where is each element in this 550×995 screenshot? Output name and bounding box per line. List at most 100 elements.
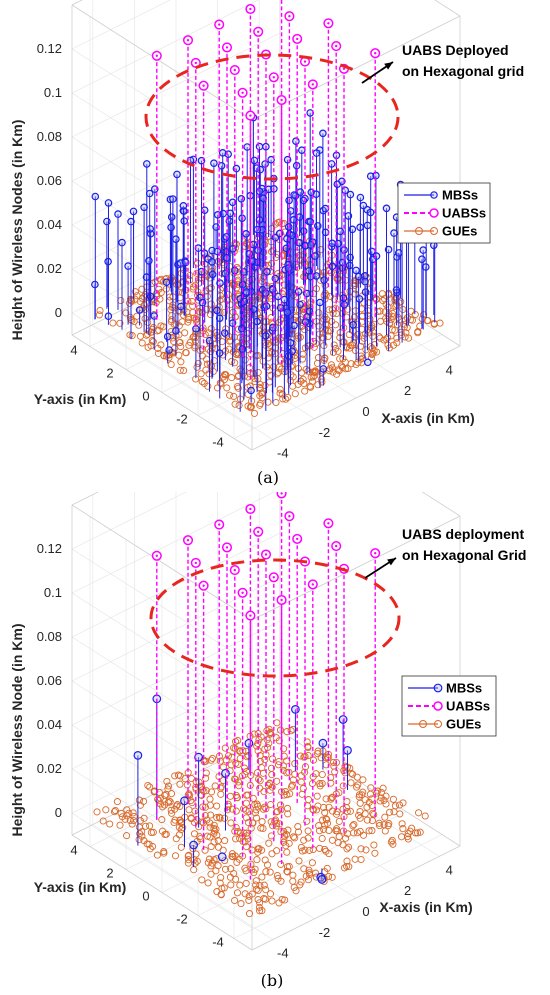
gue-point bbox=[268, 783, 276, 791]
gue-point bbox=[232, 835, 240, 843]
gue-point bbox=[116, 319, 124, 327]
gue-point bbox=[219, 776, 227, 784]
uabs-marker-dot bbox=[280, 492, 283, 495]
gue-point bbox=[272, 220, 280, 228]
y-tick-label: -4 bbox=[212, 435, 224, 450]
gue-point bbox=[187, 815, 195, 823]
mbs-marker bbox=[284, 264, 293, 272]
gue-point bbox=[335, 789, 343, 797]
gue-point bbox=[131, 288, 139, 296]
gue-point bbox=[126, 817, 134, 825]
gue-point bbox=[389, 313, 397, 321]
uabs-marker-dot bbox=[218, 23, 221, 26]
uabs-marker-dot bbox=[311, 583, 314, 586]
gue-point bbox=[295, 857, 303, 865]
gue-point bbox=[234, 349, 242, 357]
gue-point bbox=[214, 333, 222, 342]
gue-point bbox=[163, 777, 171, 785]
gue-point bbox=[315, 309, 323, 317]
gue-point bbox=[136, 332, 144, 340]
gue-point bbox=[351, 281, 359, 289]
gue-point bbox=[258, 818, 266, 826]
mbs-marker bbox=[208, 257, 216, 266]
gue-point bbox=[176, 366, 184, 374]
gue-point bbox=[190, 333, 198, 341]
gue-point bbox=[264, 284, 272, 292]
gue-point bbox=[285, 839, 293, 847]
gue-point bbox=[128, 820, 136, 828]
gue-point bbox=[368, 795, 376, 803]
gue-point bbox=[370, 810, 378, 819]
mbs-marker bbox=[245, 250, 254, 258]
mbs-marker bbox=[247, 386, 255, 395]
uabs-marker-dot bbox=[202, 84, 205, 87]
gue-point bbox=[221, 865, 230, 873]
x-tick-label: 0 bbox=[362, 404, 369, 419]
gue-point bbox=[202, 774, 210, 782]
uabs-marker-dot bbox=[327, 22, 330, 25]
gue-point bbox=[140, 837, 148, 845]
gue-point bbox=[280, 745, 288, 753]
gue-point bbox=[299, 375, 307, 383]
gue-point bbox=[269, 246, 277, 254]
gue-point bbox=[186, 271, 194, 280]
gue-point bbox=[304, 751, 312, 760]
mbs-marker bbox=[243, 143, 252, 151]
gue-point bbox=[226, 391, 234, 399]
arrow-head bbox=[387, 558, 396, 566]
mbs-marker bbox=[255, 142, 264, 151]
gue-point bbox=[260, 881, 268, 889]
gue-point bbox=[323, 816, 331, 824]
gue-point bbox=[228, 374, 236, 382]
gue-point bbox=[113, 798, 121, 806]
mbs-marker bbox=[253, 225, 262, 234]
gue-point bbox=[191, 807, 199, 815]
mbs-marker bbox=[242, 230, 250, 238]
mbs-marker bbox=[367, 247, 376, 256]
gue-point bbox=[149, 338, 157, 346]
gue-point bbox=[252, 881, 260, 889]
gue-point bbox=[356, 799, 364, 807]
x-tick-label: 4 bbox=[446, 862, 453, 877]
mbs-marker bbox=[306, 218, 315, 226]
mbs-marker bbox=[217, 852, 227, 862]
mbs-marker bbox=[297, 146, 306, 155]
gue-point bbox=[368, 827, 376, 835]
gue-point bbox=[236, 834, 244, 842]
uabs-marker-dot bbox=[280, 598, 283, 602]
gue-point bbox=[256, 899, 264, 907]
gue-point bbox=[184, 852, 192, 860]
gue-point bbox=[211, 782, 219, 790]
gue-point bbox=[203, 360, 212, 368]
gue-point bbox=[330, 341, 338, 349]
gue-point bbox=[136, 817, 144, 825]
gue-point bbox=[154, 349, 162, 357]
mbs-marker bbox=[299, 196, 308, 205]
gue-point bbox=[255, 903, 263, 911]
mbs-marker bbox=[208, 270, 217, 279]
gue-point bbox=[305, 846, 313, 854]
gue-point bbox=[250, 730, 258, 738]
mbs-marker bbox=[127, 217, 135, 226]
legend: MBSs UABSs GUEs bbox=[397, 182, 491, 244]
mbs-marker bbox=[180, 796, 189, 806]
gue-point bbox=[174, 771, 182, 779]
gue-point bbox=[204, 382, 212, 390]
gue-point bbox=[193, 269, 201, 277]
gue-point bbox=[263, 736, 271, 744]
gue-point bbox=[261, 895, 269, 903]
gue-point bbox=[379, 297, 387, 305]
gue-point bbox=[283, 757, 291, 765]
y-tick-label: 4 bbox=[70, 343, 77, 358]
gue-point bbox=[189, 302, 197, 310]
gue-point bbox=[229, 348, 238, 356]
gue-point bbox=[368, 801, 376, 810]
gue-point bbox=[382, 800, 390, 808]
gue-point bbox=[201, 330, 209, 339]
mbs-marker bbox=[291, 704, 300, 714]
gue-point bbox=[339, 355, 347, 363]
gue-point bbox=[213, 802, 221, 810]
uabs-marker-dot bbox=[218, 523, 221, 526]
uabs-marker-dot bbox=[342, 67, 346, 71]
gue-point bbox=[378, 290, 386, 298]
